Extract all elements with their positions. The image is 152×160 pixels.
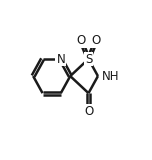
- Text: S: S: [85, 52, 92, 65]
- Text: O: O: [84, 105, 93, 118]
- Text: NH: NH: [102, 70, 120, 83]
- Text: N: N: [56, 52, 65, 65]
- Text: O: O: [77, 34, 86, 47]
- Text: O: O: [91, 34, 100, 47]
